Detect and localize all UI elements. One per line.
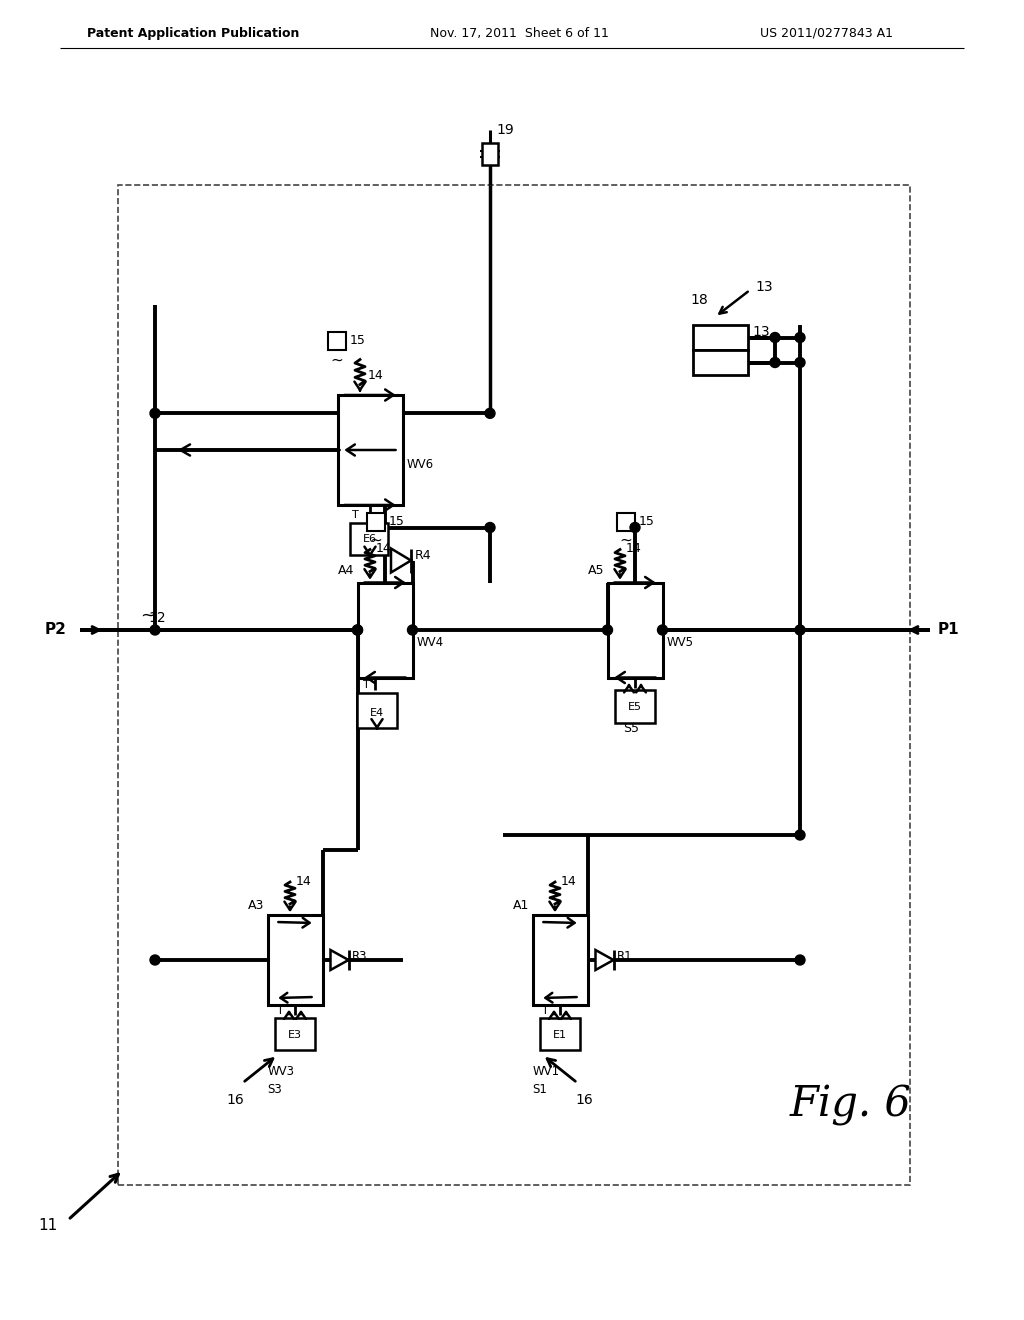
Text: US 2011/0277843 A1: US 2011/0277843 A1: [760, 26, 893, 40]
Bar: [357, 582, 413, 677]
Bar: [118, 185, 910, 1185]
Text: S5: S5: [623, 722, 639, 735]
Circle shape: [630, 523, 640, 532]
Circle shape: [150, 624, 160, 635]
Text: 19: 19: [496, 123, 514, 137]
Text: A1: A1: [513, 899, 529, 912]
Text: WV1: WV1: [532, 1065, 560, 1078]
Text: P1: P1: [938, 623, 959, 638]
Text: 13: 13: [755, 280, 773, 294]
Text: Nov. 17, 2011  Sheet 6 of 11: Nov. 17, 2011 Sheet 6 of 11: [430, 26, 609, 40]
Text: 15: 15: [389, 515, 404, 528]
Text: A3: A3: [248, 899, 264, 912]
Text: Patent Application Publication: Patent Application Publication: [87, 26, 299, 40]
Bar: [275, 1018, 315, 1049]
Bar: [615, 689, 655, 722]
Bar: [617, 512, 635, 531]
Text: 13: 13: [753, 326, 770, 339]
Circle shape: [602, 624, 612, 635]
Text: Fig. 6: Fig. 6: [790, 1084, 912, 1126]
Bar: [267, 915, 323, 1005]
Text: 15: 15: [639, 515, 655, 528]
Circle shape: [150, 408, 160, 418]
Text: 16: 16: [226, 1093, 245, 1107]
Circle shape: [795, 333, 805, 342]
Text: E3: E3: [288, 1030, 302, 1040]
Bar: [328, 333, 345, 350]
Bar: [532, 915, 588, 1005]
Bar: [607, 582, 663, 677]
Bar: [692, 350, 748, 375]
Bar: [338, 395, 402, 506]
Polygon shape: [391, 549, 411, 573]
Text: A5: A5: [588, 565, 604, 578]
Text: 12: 12: [148, 611, 166, 624]
Text: T: T: [352, 510, 358, 520]
Text: ~: ~: [620, 533, 633, 548]
Circle shape: [150, 954, 160, 965]
Circle shape: [795, 624, 805, 635]
Text: ~: ~: [140, 607, 155, 624]
Text: 16: 16: [575, 1093, 593, 1107]
Circle shape: [408, 624, 418, 635]
Text: P2: P2: [45, 623, 67, 638]
Text: T: T: [542, 1006, 549, 1016]
Circle shape: [770, 333, 780, 342]
Text: 14: 14: [368, 370, 384, 381]
Text: R4: R4: [415, 549, 432, 562]
Polygon shape: [596, 950, 613, 970]
Text: 14: 14: [626, 543, 642, 556]
Text: WV4: WV4: [417, 635, 443, 648]
Text: 15: 15: [349, 334, 366, 347]
Bar: [350, 523, 388, 554]
Text: ~: ~: [330, 352, 343, 367]
Text: S3: S3: [267, 1082, 283, 1096]
Text: A4: A4: [338, 565, 354, 578]
Text: T: T: [362, 681, 370, 690]
Text: S1: S1: [532, 1082, 548, 1096]
Text: WV5: WV5: [667, 635, 693, 648]
Bar: [540, 1018, 580, 1049]
Circle shape: [795, 830, 805, 840]
Circle shape: [485, 408, 495, 418]
Circle shape: [795, 954, 805, 965]
Circle shape: [352, 624, 362, 635]
Text: 11: 11: [39, 1217, 58, 1233]
Circle shape: [657, 624, 668, 635]
Text: E1: E1: [553, 1030, 567, 1040]
Circle shape: [795, 358, 805, 367]
Text: E4: E4: [370, 708, 384, 718]
Text: 14: 14: [296, 875, 311, 888]
Text: T: T: [278, 1006, 284, 1016]
Circle shape: [770, 358, 780, 367]
Bar: [367, 512, 385, 531]
Polygon shape: [331, 950, 348, 970]
Circle shape: [352, 624, 362, 635]
Text: E6: E6: [362, 535, 377, 544]
Text: WV3: WV3: [267, 1065, 295, 1078]
Circle shape: [485, 523, 495, 532]
Text: WV6: WV6: [407, 458, 433, 471]
Text: ~: ~: [370, 533, 382, 548]
Bar: [482, 143, 498, 165]
Bar: [357, 693, 397, 727]
Text: 18: 18: [690, 293, 708, 308]
Text: R3: R3: [351, 950, 367, 964]
Bar: [692, 325, 748, 350]
Text: 14: 14: [376, 543, 392, 556]
Text: E5: E5: [628, 702, 642, 713]
Text: 14: 14: [561, 875, 577, 888]
Text: R1: R1: [616, 950, 632, 964]
